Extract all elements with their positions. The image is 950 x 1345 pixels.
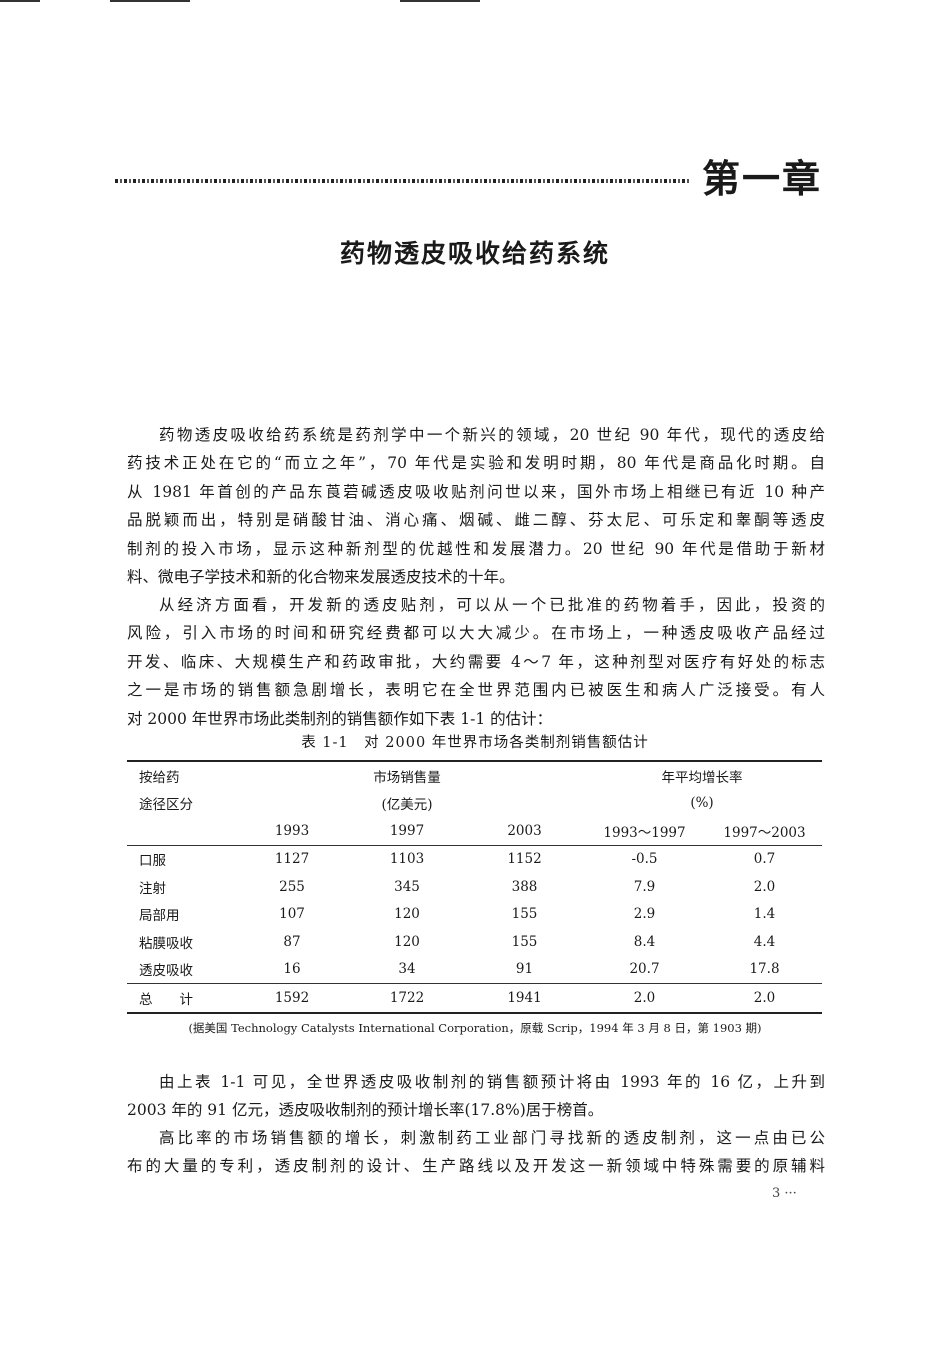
table-cell: 0.7 — [753, 851, 776, 868]
table-cell: 2.0 — [753, 878, 776, 895]
text-line: 从经济方面看，开发新的透皮贴剂，可以从一个已批准的药物着手，因此，投资的 — [159, 596, 825, 614]
text-line: 药技术正处在它的“而立之年”，70 年代是实验和发明时期，80 年代是商品化时期… — [127, 454, 825, 473]
row-label: 注射 — [139, 880, 166, 897]
table-cell: 34 — [398, 961, 416, 978]
table-cell: 16 — [283, 961, 301, 978]
text-line: 对 2000 年世界市场此类制剂的销售额作如下表 1-1 的估计： — [127, 709, 553, 728]
scan-mark — [400, 0, 480, 2]
sales-table: 按给药 市场销售量 年平均增长率 途径区分 (亿美元) (%) 1993 1997… — [127, 760, 822, 1014]
table-cell: 1722 — [389, 989, 425, 1006]
header-growth: 年平均增长率 — [661, 769, 743, 786]
table-cell: 17.8 — [749, 961, 780, 978]
column-header: 1997～2003 — [723, 824, 806, 841]
table-cell: 1152 — [507, 851, 542, 868]
text-line: 制剂的投入市场，显示这种新剂型的优越性和发展潜力。20 世纪 90 年代是借助于… — [127, 539, 825, 558]
table-row: 透皮吸收 16 34 91 20.7 17.8 — [127, 956, 822, 984]
table-cell: 1592 — [274, 989, 310, 1006]
table-cell: 20.7 — [629, 961, 660, 978]
table-caption: 表 1-1 对 2000 年世界市场各类制剂销售额估计 — [301, 735, 649, 751]
chapter-heading: 第一章 — [702, 157, 823, 201]
page-number: 3 ··· — [772, 1186, 797, 1201]
table-cell: 345 — [394, 878, 420, 895]
table-cell: 2.0 — [633, 989, 656, 1006]
text-line: 布的大量的专利，透皮制剂的设计、生产路线以及开发这一新领域中特殊需要的原辅料 — [127, 1157, 825, 1176]
table-row: 口服 1127 1103 1152 -0.5 0.7 — [127, 845, 822, 873]
header-sales: 市场销售量 — [373, 769, 441, 786]
text-line: 高比率的市场销售额的增长，刺激制药工业部门寻找新的透皮制剂，这一点由已公 — [159, 1129, 825, 1147]
paragraph-2: 从经济方面看，开发新的透皮贴剂，可以从一个已批准的药物着手，因此，投资的风险，引… — [127, 591, 825, 733]
table-cell: -0.5 — [631, 851, 658, 868]
text-line: 之一是市场的销售额急剧增长，表明它在全世界范围内已被医生和病人广泛接受。有人 — [127, 681, 825, 700]
row-label: 局部用 — [139, 908, 180, 925]
text-line: 由上表 1-1 可见，全世界透皮吸收制剂的销售额预计将由 1993 年的 16 … — [159, 1073, 825, 1091]
table-cell: 1103 — [389, 851, 425, 868]
table-cell: 91 — [515, 961, 534, 978]
column-header: 2003 — [507, 822, 542, 839]
table-row: 注射 255 345 388 7.9 2.0 — [127, 873, 822, 901]
table-cell: 155 — [511, 906, 538, 923]
table-cell: 107 — [279, 906, 305, 923]
page-title: 药物透皮吸收给药系统 — [339, 239, 610, 268]
text-line: 风险，引入市场的时间和研究经费都可以大大减少。在市场上，一种透皮吸收产品经过 — [127, 624, 825, 643]
chapter-rule — [115, 179, 690, 183]
table-cell: 120 — [394, 933, 420, 950]
table-cell: 1941 — [507, 989, 542, 1006]
text-line: 从 1981 年首创的产品东莨菪碱透皮吸收贴剂问世以来，国外市场上相继已有近 1… — [127, 482, 825, 501]
table-cell: 388 — [511, 878, 538, 895]
table-cell: 2.0 — [753, 989, 776, 1006]
table-cell: 87 — [283, 933, 301, 950]
table-cell: 1127 — [274, 851, 310, 868]
row-label: 透皮吸收 — [139, 963, 193, 980]
text-line: 开发、临床、大规模生产和药政审批，大约需要 4～7 年，这种剂型对医疗有好处的标… — [127, 652, 825, 671]
header-route: 按给药 — [139, 769, 180, 786]
table-cell: 2.9 — [633, 906, 656, 923]
table-row: 粘膜吸收 87 120 155 8.4 4.4 — [127, 928, 822, 956]
row-label: 粘膜吸收 — [139, 935, 193, 952]
text-line: 料、微电子学技术和新的化合物来发展透皮技术的十年。 — [127, 567, 515, 586]
column-header: 1993 — [274, 822, 310, 839]
header-route-2: 途径区分 — [139, 797, 193, 814]
total-row: 总 计 1592 1722 1941 2.0 2.0 — [127, 983, 822, 1013]
table-row: 局部用 107 120 155 2.9 1.4 — [127, 901, 822, 929]
table-cell: 4.4 — [753, 933, 776, 950]
table-cell: 120 — [394, 906, 420, 923]
scan-mark — [110, 0, 190, 2]
row-label: 总 计 — [139, 991, 193, 1008]
table-cell: 255 — [279, 878, 305, 895]
column-header: 1997 — [389, 822, 425, 839]
header-growth-unit: (%) — [690, 795, 714, 812]
paragraph-3: 由上表 1-1 可见，全世界透皮吸收制剂的销售额预计将由 1993 年的 16 … — [127, 1068, 825, 1125]
header-sales-unit: (亿美元) — [381, 797, 433, 814]
paragraph-1: 药物透皮吸收给药系统是药剂学中一个新兴的领域，20 世纪 90 年代，现代的透皮… — [127, 421, 825, 591]
column-header: 1993～1997 — [603, 824, 686, 841]
text-line: 2003 年的 91 亿元，透皮吸收制剂的预计增长率(17.8%)居于榜首。 — [127, 1101, 604, 1120]
text-line: 品脱颖而出，特别是硝酸甘油、消心痛、烟碱、雌二醇、芬太尼、可乐定和睾酮等透皮 — [127, 511, 825, 530]
text-line: 药物透皮吸收给药系统是药剂学中一个新兴的领域，20 世纪 90 年代，现代的透皮… — [159, 426, 825, 444]
table-cell: 8.4 — [633, 933, 656, 950]
paragraph-4: 高比率的市场销售额的增长，刺激制药工业部门寻找新的透皮制剂，这一点由已公布的大量… — [127, 1124, 825, 1181]
table-cell: 155 — [511, 933, 538, 950]
row-label: 口服 — [139, 853, 166, 870]
scan-mark — [0, 0, 40, 2]
table-cell: 1.4 — [753, 906, 776, 923]
table-source-note: (据美国 Technology Catalysts International … — [188, 1021, 762, 1035]
table-cell: 7.9 — [633, 878, 656, 895]
